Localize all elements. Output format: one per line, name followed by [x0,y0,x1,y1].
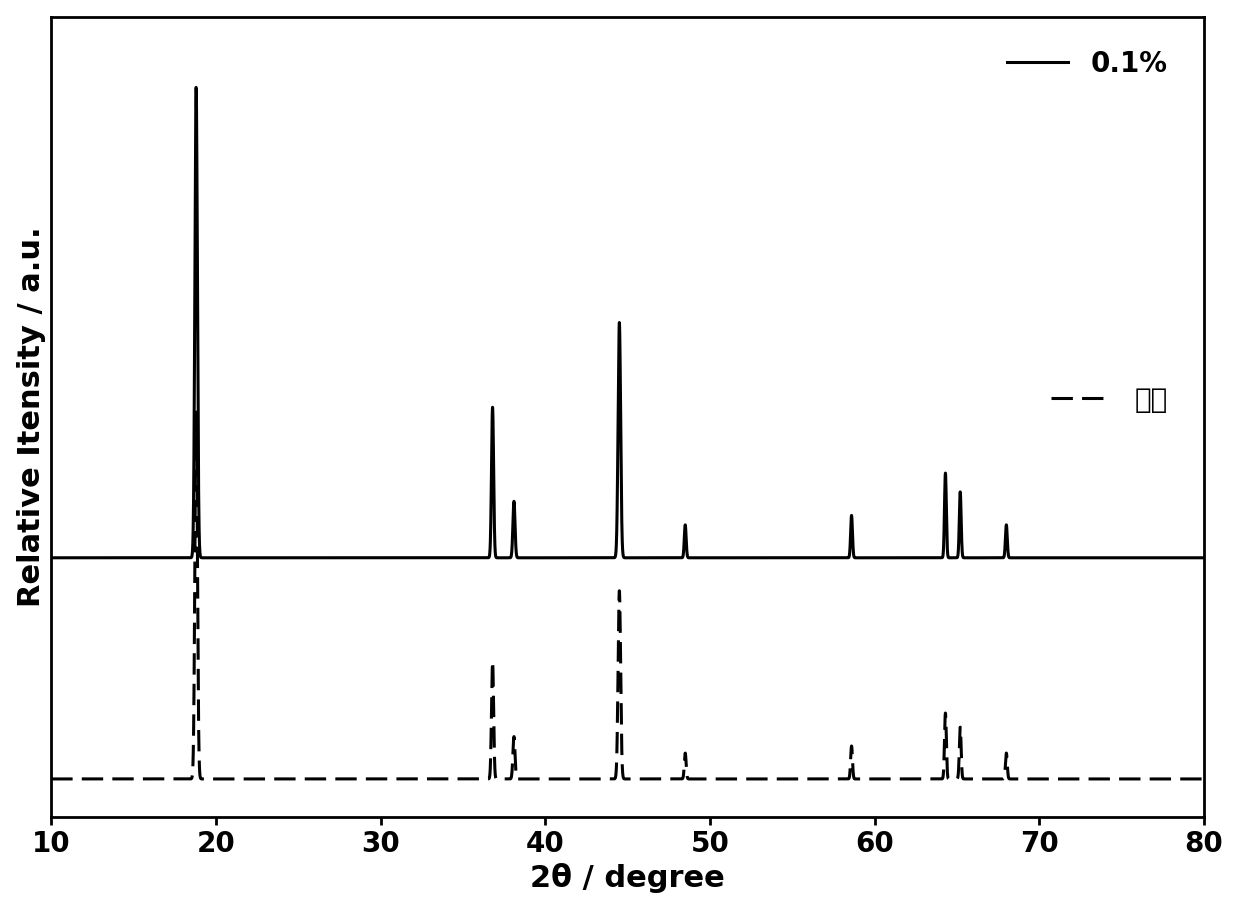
Legend: 原料: 原料 [1039,375,1178,425]
X-axis label: 2θ / degree: 2θ / degree [531,864,725,894]
Y-axis label: Relative Itensity / a.u.: Relative Itensity / a.u. [16,227,46,607]
